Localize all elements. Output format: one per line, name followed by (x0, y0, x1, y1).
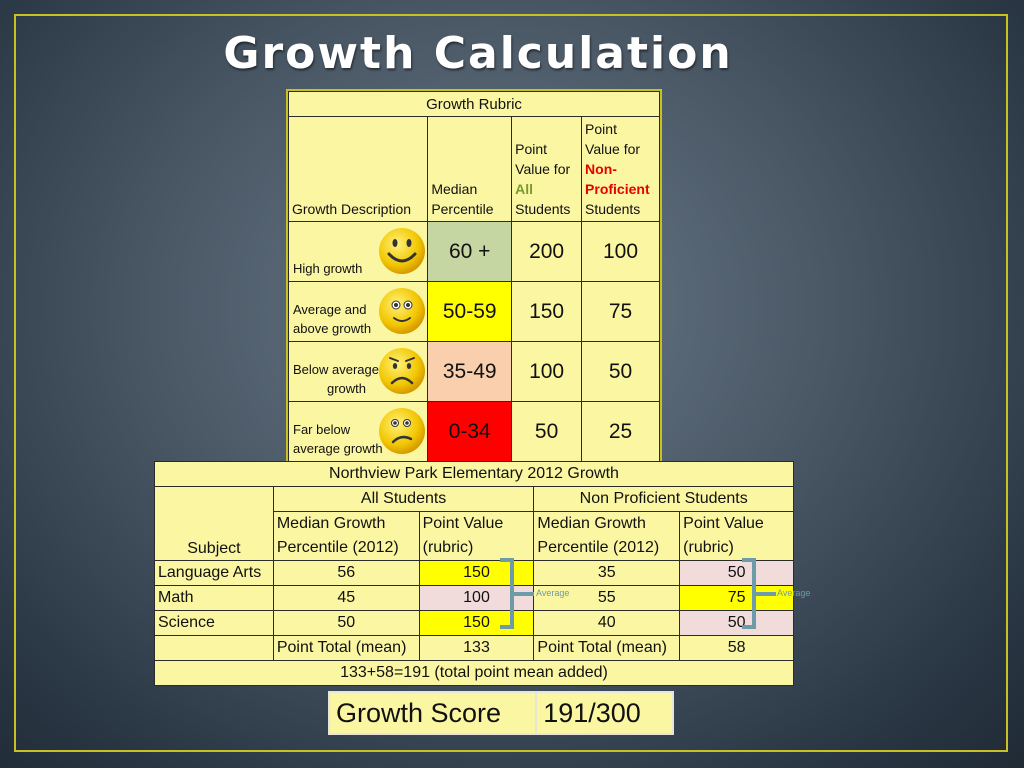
sum-note: 133+58=191 (total point mean added) (154, 660, 794, 686)
description-text: High growth (293, 261, 363, 276)
header-text: Value for (515, 161, 571, 177)
description-text: Average and (293, 302, 367, 317)
all-median-cell: 45 (272, 585, 420, 611)
all-point-header: Point Value (rubric) (418, 511, 535, 561)
subject-header: Subject (154, 486, 274, 561)
header-text: Students (585, 201, 641, 217)
description-text: above growth (293, 321, 372, 336)
subject-cell: Science (154, 610, 274, 636)
percentile-cell: 60 + (427, 221, 513, 282)
header-text: Value for (585, 141, 641, 157)
header-text: Point (515, 141, 548, 157)
slide-frame (14, 14, 1008, 752)
all-median-cell: 50 (272, 610, 420, 636)
all-points-cell: 150 (418, 560, 535, 586)
frown-face-icon (379, 348, 426, 394)
nonprof-points-cell: 100 (581, 221, 660, 282)
rubric-description: Below average growth (287, 341, 429, 402)
np-median-header: Median Growth Percentile (2012) (533, 511, 681, 561)
header-text: Median (431, 181, 478, 197)
rubric-description: Average and above growth (287, 281, 429, 342)
all-points-cell: 150 (418, 610, 535, 636)
header-text: Median Growth (537, 515, 646, 532)
all-students-bracket (500, 558, 534, 629)
growth-rubric-table: Growth Rubric Growth Description Median … (286, 89, 662, 464)
nonprof-average-label: Average (777, 588, 811, 598)
rubric-row: Below average growth 35-49 100 50 (287, 341, 660, 402)
all-points-cell: 100 (511, 341, 583, 402)
smile-face-icon (379, 288, 426, 334)
rubric-row: Far below average growth 0-34 50 25 (287, 401, 660, 462)
header-highlight: Proficient (585, 181, 650, 197)
header-highlight: Non- (585, 161, 617, 177)
northview-growth-table: Northview Park Elementary 2012 Growth Su… (154, 461, 794, 686)
all-median-header: Median Growth Percentile (2012) (272, 511, 420, 561)
header-text: (rubric) (683, 539, 734, 556)
rubric-description: Far below average growth (287, 401, 429, 462)
all-students-header: All Students (272, 486, 535, 512)
percentile-cell: 0-34 (427, 401, 513, 462)
np-median-cell: 35 (533, 560, 681, 586)
np-median-cell: 40 (533, 610, 681, 636)
percentile-cell: 35-49 (427, 341, 513, 402)
rubric-row: High growth 60 + 200 100 (287, 221, 660, 282)
np-total-label: Point Total (mean) (533, 635, 681, 661)
header-text: Percentile (431, 201, 494, 217)
header-text: Percentile (2012) (276, 539, 399, 556)
table-row: Science 50 150 40 50 (154, 610, 794, 636)
all-average-label: Average (536, 588, 570, 598)
rubric-header-description: Growth Description (287, 116, 429, 222)
header-text: Percentile (2012) (537, 539, 660, 556)
header-text: Median Growth (276, 515, 386, 532)
nonprof-points-cell: 25 (581, 401, 660, 462)
table-row: Math 45 100 55 75 (154, 585, 794, 611)
header-text: Students (515, 201, 571, 217)
rubric-description: High growth (287, 221, 429, 282)
header-text: (rubric) (422, 539, 474, 556)
nonprof-points-cell: 50 (581, 341, 660, 402)
growth-score-box: Growth Score 191/300 (327, 691, 674, 735)
all-points-cell: 100 (418, 585, 535, 611)
percentile-cell: 50-59 (427, 281, 513, 342)
totals-row: Point Total (mean) 133 Point Total (mean… (154, 635, 794, 661)
np-points-cell: 75 (679, 585, 794, 611)
np-point-header: Point Value (rubric) (679, 511, 794, 561)
nonprof-points-cell: 75 (581, 281, 660, 342)
nonprof-students-bracket (742, 558, 776, 629)
header-text: Point (585, 121, 617, 137)
big-smile-face-icon (379, 228, 426, 274)
header-text: Point Value (422, 515, 504, 532)
description-text: growth (327, 381, 367, 396)
rubric-header-median: Median Percentile (427, 116, 513, 222)
rubric-header-all: Point Value for All Students (511, 116, 583, 222)
description-text: Far below (293, 422, 351, 437)
table-row: Language Arts 56 150 35 50 (154, 560, 794, 586)
all-points-cell: 200 (511, 221, 583, 282)
description-text: average growth (293, 441, 383, 456)
np-total-value: 58 (679, 635, 794, 661)
growth-score-label: Growth Score (327, 691, 538, 735)
rubric-row: Average and above growth 50-59 150 75 (287, 281, 660, 342)
slide-title: Growth Calculation (223, 28, 733, 79)
sad-face-icon (379, 408, 426, 454)
all-points-cell: 50 (511, 401, 583, 462)
header-highlight: All (515, 181, 534, 197)
all-median-cell: 56 (272, 560, 420, 586)
description-text: Below average (293, 362, 379, 377)
northview-title: Northview Park Elementary 2012 Growth (154, 461, 794, 487)
empty-cell (154, 635, 274, 661)
rubric-title: Growth Rubric (288, 91, 660, 117)
header-text: Point Value (683, 515, 764, 532)
growth-score-value: 191/300 (535, 691, 674, 735)
nonprof-students-header: Non Proficient Students (533, 486, 794, 512)
subject-cell: Math (154, 585, 274, 611)
subject-cell: Language Arts (154, 560, 274, 586)
all-total-label: Point Total (mean) (272, 635, 420, 661)
all-total-value: 133 (418, 635, 535, 661)
rubric-header-nonprof: Point Value for Non- Proficient Students (581, 116, 660, 222)
all-points-cell: 150 (511, 281, 583, 342)
